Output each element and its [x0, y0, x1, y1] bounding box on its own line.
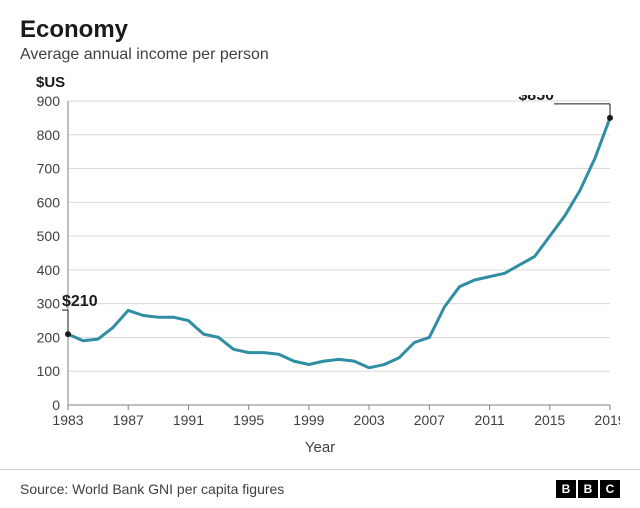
- logo-letter: B: [578, 480, 598, 498]
- x-tick-label: 1999: [293, 412, 324, 428]
- y-tick-label: 100: [37, 363, 61, 379]
- x-tick-label: 1983: [52, 412, 83, 428]
- y-tick-label: 300: [37, 296, 61, 312]
- callout-label: $850: [518, 95, 554, 104]
- chart-svg: 0 100 200 300 400 500 600 700 800 900 1983 1987 1991…: [20, 95, 620, 435]
- bbc-logo: B B C: [556, 480, 620, 498]
- logo-letter: C: [600, 480, 620, 498]
- y-tick-label: 700: [37, 161, 61, 177]
- x-tick-label: 2007: [414, 412, 445, 428]
- y-tick-label: 900: [37, 95, 61, 109]
- x-tick-label: 1995: [233, 412, 264, 428]
- chart-subtitle: Average annual income per person: [20, 46, 620, 64]
- callout-label: $210: [62, 293, 98, 310]
- x-axis-label: Year: [20, 439, 620, 456]
- chart-footer: Source: World Bank GNI per capita figure…: [0, 469, 640, 508]
- y-axis-unit: $US: [36, 74, 620, 91]
- y-tick-label: 600: [37, 194, 61, 210]
- y-tick-label: 0: [52, 397, 60, 413]
- y-tick-label: 800: [37, 127, 61, 143]
- y-tick-label: 400: [37, 262, 61, 278]
- y-tick-label: 200: [37, 329, 61, 345]
- x-tick-label: 2011: [475, 412, 505, 428]
- data-line: [68, 118, 610, 368]
- logo-letter: B: [556, 480, 576, 498]
- x-tick-label: 2019: [594, 412, 620, 428]
- chart-title: Economy: [20, 16, 620, 44]
- x-tick-label: 2003: [354, 412, 385, 428]
- x-tick-label: 1991: [173, 412, 204, 428]
- x-tick-label: 2015: [534, 412, 565, 428]
- y-tick-label: 500: [37, 228, 61, 244]
- line-chart: 0 100 200 300 400 500 600 700 800 900 1983 1987 1991…: [20, 95, 620, 435]
- source-text: Source: World Bank GNI per capita figure…: [20, 481, 284, 497]
- x-tick-label: 1987: [113, 412, 144, 428]
